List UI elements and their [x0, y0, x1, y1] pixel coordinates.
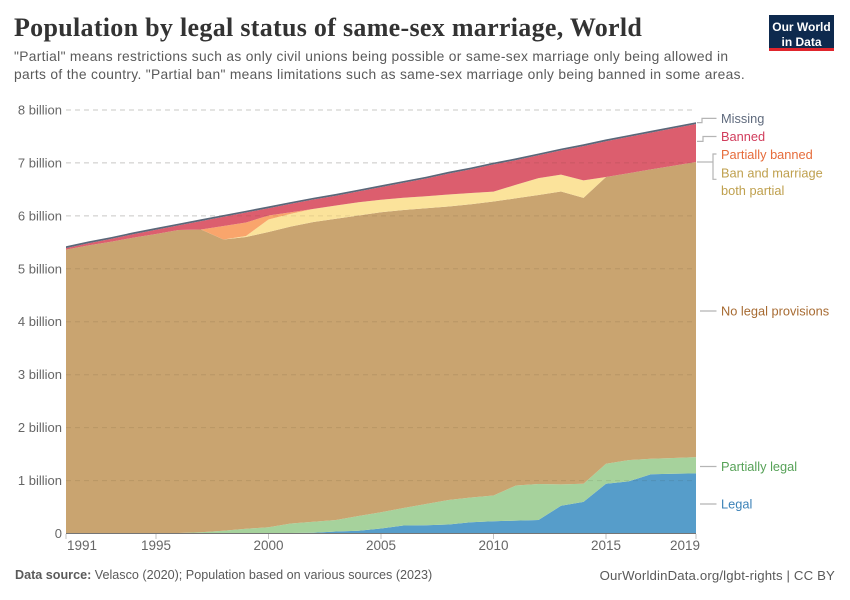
svg-text:both partial: both partial	[721, 183, 784, 198]
svg-text:Partially legal: Partially legal	[721, 459, 797, 474]
svg-text:2010: 2010	[478, 538, 508, 553]
svg-text:Banned: Banned	[721, 129, 765, 144]
svg-text:Legal: Legal	[721, 497, 752, 512]
svg-text:7 billion: 7 billion	[18, 155, 62, 170]
svg-text:2015: 2015	[591, 538, 621, 553]
svg-text:1991: 1991	[67, 538, 97, 553]
svg-text:No legal provisions: No legal provisions	[721, 304, 829, 319]
svg-text:8 billion: 8 billion	[18, 103, 62, 118]
svg-text:Partially banned: Partially banned	[721, 147, 813, 162]
svg-text:4 billion: 4 billion	[18, 314, 62, 329]
svg-text:2000: 2000	[253, 538, 283, 553]
svg-text:1 billion: 1 billion	[18, 473, 62, 488]
svg-text:Missing: Missing	[721, 111, 764, 126]
svg-text:2019: 2019	[670, 538, 700, 553]
svg-text:1995: 1995	[141, 538, 171, 553]
svg-text:0: 0	[55, 526, 62, 541]
svg-text:6 billion: 6 billion	[18, 208, 62, 223]
svg-text:3 billion: 3 billion	[18, 367, 62, 382]
svg-text:5 billion: 5 billion	[18, 261, 62, 276]
svg-text:2005: 2005	[366, 538, 396, 553]
svg-text:Ban and marriage: Ban and marriage	[721, 166, 823, 181]
svg-text:2 billion: 2 billion	[18, 420, 62, 435]
